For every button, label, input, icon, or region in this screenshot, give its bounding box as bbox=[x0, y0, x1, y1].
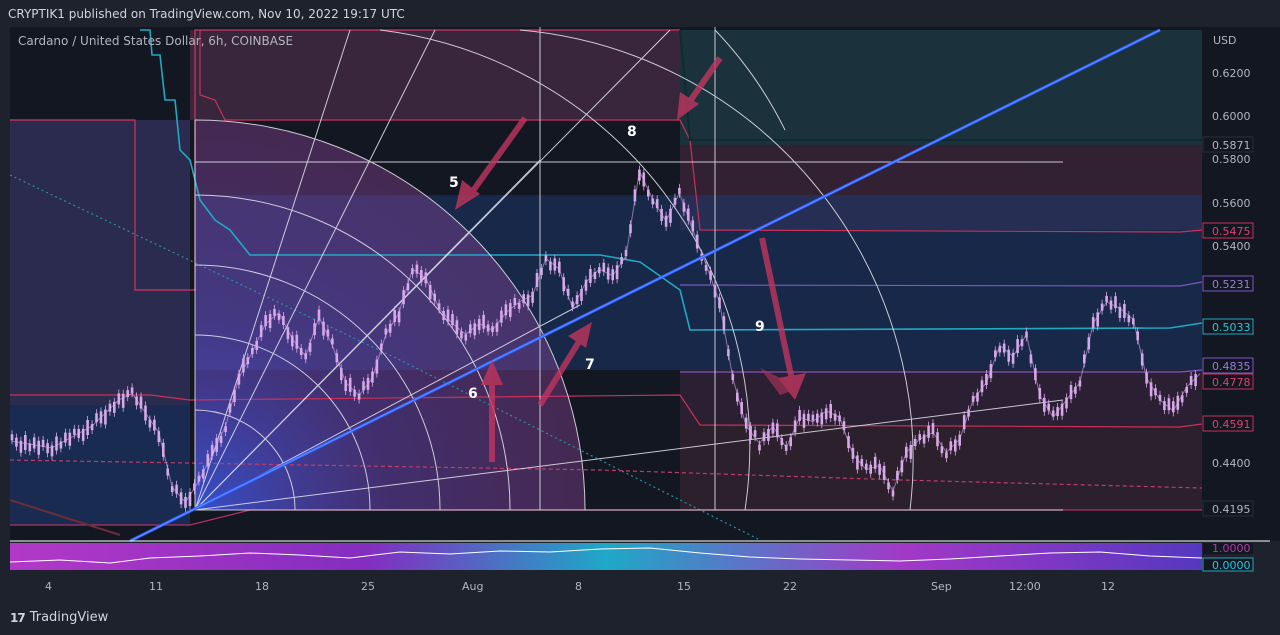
price-label-box bbox=[1202, 373, 1254, 390]
osc-label-box bbox=[1202, 557, 1254, 572]
band-lines bbox=[9, 29, 1203, 541]
y-tick: 0.6200 bbox=[1212, 67, 1251, 80]
arrow-8-head bbox=[677, 92, 699, 120]
red-upper-line bbox=[199, 30, 1203, 233]
price-label-box bbox=[1202, 500, 1254, 517]
x-tick: 25 bbox=[361, 580, 375, 593]
annotation-9: 9 bbox=[755, 319, 765, 335]
x-tick: 18 bbox=[255, 580, 269, 593]
x-tick: 8 bbox=[575, 580, 582, 593]
annotation-8: 8 bbox=[627, 124, 637, 140]
y-tick: 0.4400 bbox=[1212, 457, 1251, 470]
upper-pink-zone bbox=[190, 30, 680, 120]
chart-title: Cardano / United States Dollar, 6h, COIN… bbox=[18, 34, 293, 48]
oscillator-pane: 1.0000 0.0000 bbox=[9, 540, 1270, 572]
arrow-9-left-head bbox=[760, 368, 800, 395]
arrow-5-head bbox=[455, 180, 480, 210]
gann-fan bbox=[194, 27, 1064, 511]
price-line bbox=[11, 169, 1201, 504]
y-tick: 0.5600 bbox=[1212, 197, 1251, 210]
x-tick: Aug bbox=[462, 580, 483, 593]
x-axis: 4 11 18 25 Aug 8 15 22 Sep 12:00 12 bbox=[45, 580, 1115, 593]
annotation-arrows bbox=[455, 56, 806, 462]
purple-low-line bbox=[680, 369, 1203, 373]
upper-band-line bbox=[10, 29, 680, 291]
price-label-box bbox=[1202, 222, 1254, 239]
pink-low-zone bbox=[680, 425, 1202, 510]
cyan-band-line bbox=[140, 29, 1203, 331]
oscillator-line bbox=[9, 547, 1203, 564]
brand-name: TradingView bbox=[29, 610, 109, 625]
blue-band-left bbox=[10, 120, 190, 525]
price-label: 0.4778 bbox=[1212, 376, 1251, 389]
arrow-7-head bbox=[568, 322, 592, 348]
y-tick: 0.5400 bbox=[1212, 240, 1251, 253]
tradingview-logo-icon: 17 bbox=[10, 610, 26, 625]
red-lower-line bbox=[10, 394, 1203, 428]
price-label-box bbox=[1202, 415, 1254, 432]
annotation-5: 5 bbox=[449, 175, 459, 191]
published-caption: CRYPTIK1 published on TradingView.com, N… bbox=[8, 7, 405, 21]
tradingview-brand[interactable]: 17 TradingView bbox=[10, 610, 108, 625]
annotation-labels: 5 6 7 8 9 bbox=[449, 124, 765, 402]
price-chart[interactable]: 5 6 7 8 9 Cardano / United States Dollar… bbox=[0, 27, 1280, 609]
maroon-line bbox=[9, 499, 121, 536]
y-tick: 0.6000 bbox=[1212, 110, 1251, 123]
price-label: 0.5871 bbox=[1212, 139, 1251, 152]
x-tick: Sep bbox=[931, 580, 952, 593]
annotation-7: 7 bbox=[585, 357, 595, 373]
arrow-6-head bbox=[481, 360, 503, 385]
purple-low-zone bbox=[680, 370, 1202, 425]
purple-band-line bbox=[679, 281, 1203, 287]
x-tick: 4 bbox=[45, 580, 52, 593]
y-tick: 0.5800 bbox=[1212, 153, 1251, 166]
teal-dark-zone bbox=[680, 30, 1202, 145]
price-label: 0.5231 bbox=[1212, 278, 1251, 291]
x-tick: 12:00 bbox=[1009, 580, 1041, 593]
dashed-red-line bbox=[9, 459, 1203, 489]
price-label: 0.5475 bbox=[1212, 225, 1251, 238]
price-label-box bbox=[1202, 318, 1254, 335]
price-label-box bbox=[1202, 275, 1254, 292]
price-label-box bbox=[1202, 136, 1254, 153]
pink-band-left bbox=[10, 120, 190, 405]
price-label: 0.5033 bbox=[1212, 321, 1251, 334]
price-label: 0.4835 bbox=[1212, 360, 1251, 373]
price-label: 0.4591 bbox=[1212, 418, 1251, 431]
osc-label: 1.0000 bbox=[1212, 542, 1251, 555]
gann-fan-area bbox=[195, 120, 585, 510]
x-tick: 22 bbox=[783, 580, 797, 593]
annotation-6: 6 bbox=[468, 386, 478, 402]
pink-mid-zone bbox=[680, 145, 1202, 230]
currency-label: USD bbox=[1213, 34, 1237, 47]
osc-label: 0.0000 bbox=[1212, 559, 1251, 572]
x-tick: 12 bbox=[1101, 580, 1115, 593]
y-axis: USD 0.6200 0.6000 0.5800 0.5600 0.5400 0… bbox=[1202, 34, 1254, 517]
x-tick: 11 bbox=[149, 580, 163, 593]
dotted-teal-line bbox=[9, 174, 761, 541]
osc-label-box bbox=[1203, 543, 1253, 554]
price-label-box bbox=[1202, 357, 1254, 374]
price-series bbox=[10, 165, 1201, 512]
blue-trendline-glow bbox=[129, 29, 1161, 542]
dark-teal-line bbox=[679, 29, 1202, 141]
price-label: 0.4195 bbox=[1212, 503, 1251, 516]
x-tick: 15 bbox=[677, 580, 691, 593]
